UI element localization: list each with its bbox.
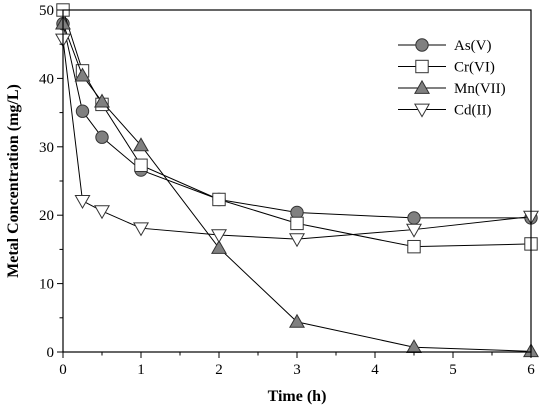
data-point-as-v <box>407 211 421 225</box>
data-point-cr-vi <box>134 158 148 172</box>
data-point-cd-ii <box>211 229 227 244</box>
data-point-as-v <box>95 130 109 144</box>
data-point-cd-ii <box>74 194 91 209</box>
legend-item-mn-vii: Mn(VII) <box>398 79 506 97</box>
data-point-cr-vi <box>407 239 421 254</box>
y-tick-label: 30 <box>39 140 54 156</box>
data-point-cd-ii <box>406 223 422 238</box>
y-tick-label: 0 <box>47 345 55 361</box>
legend-item-cr-vi: Cr(VI) <box>398 60 495 76</box>
legend-label: Cd(II) <box>454 103 492 119</box>
x-tick-label: 5 <box>449 362 457 378</box>
data-point-cr-vi <box>212 192 226 207</box>
data-point-mn-vii <box>74 67 91 82</box>
legend-marker <box>414 79 430 94</box>
data-point-mn-vii <box>211 239 227 254</box>
data-point-mn-vii <box>94 93 110 108</box>
legend-marker <box>415 38 429 52</box>
x-tick-label: 6 <box>527 362 535 378</box>
legend-marker <box>415 59 429 74</box>
data-point-cd-ii <box>94 205 110 220</box>
y-tick-label: 40 <box>39 71 54 87</box>
data-point-cr-vi <box>290 216 304 231</box>
series-mn-vii <box>55 15 539 358</box>
legend-label: As(V) <box>454 38 492 54</box>
x-axis-title: Time (h) <box>268 388 327 405</box>
y-tick-label: 20 <box>39 208 54 224</box>
plot-area <box>55 3 539 358</box>
y-axis-title: Metal Concentration (mg/L) <box>5 84 22 278</box>
legend: As(V) Cr(VI) Mn(VII) Cd(II) <box>398 38 506 119</box>
legend-item-as-v: As(V) <box>398 38 492 54</box>
x-tick-label: 0 <box>59 362 67 378</box>
x-tick-label: 1 <box>137 362 145 378</box>
x-tick-label: 3 <box>293 362 301 378</box>
data-point-cd-ii <box>133 222 149 237</box>
legend-marker <box>414 103 430 118</box>
data-point-mn-vii <box>289 313 305 328</box>
x-tick-label: 4 <box>371 362 379 378</box>
data-point-as-v <box>75 104 90 118</box>
data-point-cd-ii <box>289 233 305 248</box>
axes: 0 1 2 3 4 5 6 0 10 20 30 40 50 <box>39 3 535 378</box>
y-tick-label: 10 <box>39 277 54 293</box>
legend-label: Mn(VII) <box>454 81 506 97</box>
legend-item-cd-ii: Cd(II) <box>398 103 492 119</box>
data-point-mn-vii <box>133 137 149 152</box>
y-tick-label: 50 <box>39 3 54 19</box>
x-tick-label: 2 <box>215 362 223 378</box>
legend-label: Cr(VI) <box>454 60 495 76</box>
